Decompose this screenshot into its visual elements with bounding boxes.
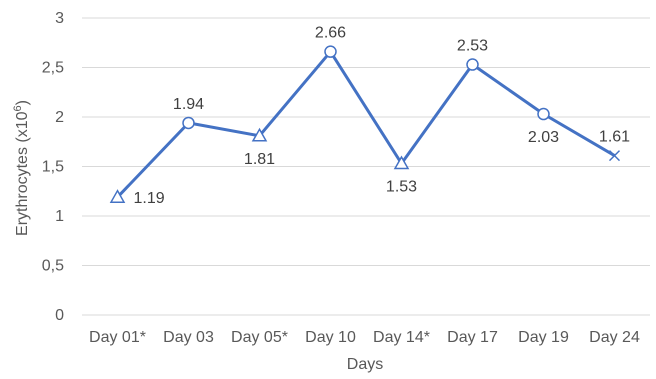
data-label: 1.19 <box>134 190 165 207</box>
series-line <box>116 50 616 199</box>
triangle-marker <box>393 155 410 170</box>
x-tick-label: Day 17 <box>447 329 498 346</box>
circle-marker <box>537 107 550 121</box>
data-labels: 1.19 1.94 1.81 2.66 1.53 2.53 2.03 1.61 <box>134 25 631 208</box>
circle-marker <box>324 45 337 58</box>
data-label: 2.66 <box>315 25 346 42</box>
y-tick-label: 2,5 <box>42 60 64 77</box>
x-tick-label: Day 05* <box>231 329 288 346</box>
y-tick-label: 1,5 <box>42 159 64 176</box>
y-axis-title: Erythrocytes (x106) <box>12 100 31 236</box>
x-tick-label: Day 10 <box>305 329 356 346</box>
x-tick-label: Day 03 <box>163 329 214 346</box>
y-axis-ticks: 0 0,5 1 1,5 2 2,5 3 <box>42 10 64 324</box>
triangle-marker <box>109 189 126 203</box>
circle-marker <box>182 116 195 130</box>
data-label: 2.53 <box>457 38 488 55</box>
x-axis-ticks: Day 01* Day 03 Day 05* Day 10 Day 14* Day 17 D… <box>89 329 640 346</box>
y-axis-title-end: ) <box>14 100 31 105</box>
y-tick-label: 0 <box>55 307 64 324</box>
data-label: 1.81 <box>244 151 275 168</box>
x-marker <box>608 150 621 162</box>
x-tick-label: Day 14* <box>373 329 430 346</box>
data-label: 2.03 <box>528 129 559 146</box>
marker-layer <box>109 45 621 203</box>
series-layer <box>116 50 616 199</box>
y-axis-title-main: Erythrocytes (x10 <box>14 111 31 236</box>
x-tick-label: Day 01* <box>89 329 146 346</box>
y-tick-label: 3 <box>55 10 64 27</box>
circle-marker <box>466 58 479 71</box>
triangle-marker <box>251 127 268 142</box>
data-label: 1.53 <box>386 179 417 196</box>
x-axis-title: Days <box>347 356 383 373</box>
x-tick-label: Day 24 <box>589 329 640 346</box>
y-tick-label: 2 <box>55 109 64 126</box>
gridlines <box>82 17 650 316</box>
y-axis-title-sup: 6 <box>12 105 24 111</box>
data-label: 1.61 <box>599 129 630 146</box>
y-tick-label: 1 <box>55 208 64 225</box>
x-tick-label: Day 19 <box>518 329 569 346</box>
data-label: 1.94 <box>173 96 204 113</box>
y-tick-label: 0,5 <box>42 258 64 275</box>
